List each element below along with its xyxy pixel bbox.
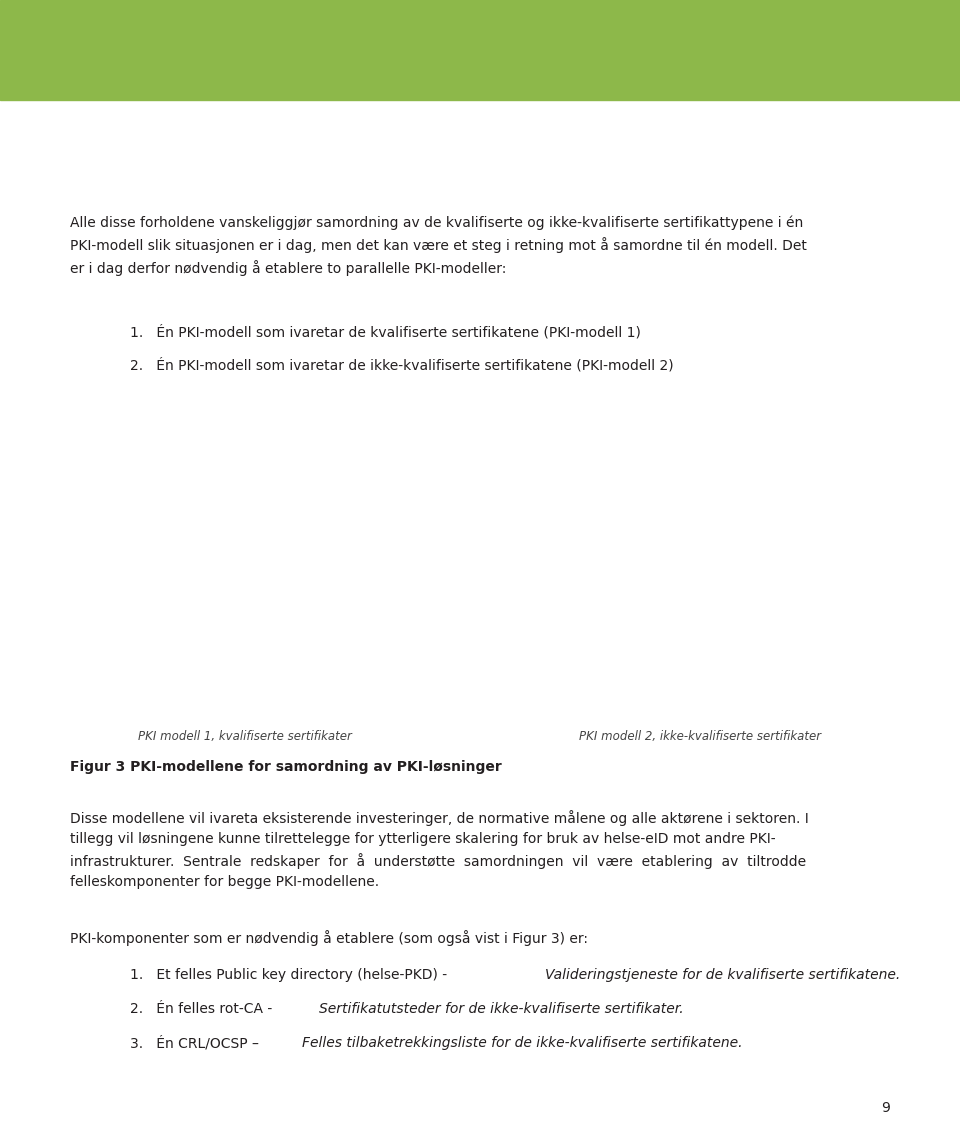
Text: PKI-komponenter som er nødvendig å etablere (som også vist i Figur 3) er:: PKI-komponenter som er nødvendig å etabl… xyxy=(70,931,588,945)
Text: Felles tilbaketrekkingsliste for de ikke-kvalifiserte sertifikatene.: Felles tilbaketrekkingsliste for de ikke… xyxy=(302,1036,742,1050)
Text: 1.   Et felles Public key directory (helse-PKD) -: 1. Et felles Public key directory (helse… xyxy=(130,968,451,982)
Text: 2.   Én felles rot-CA -: 2. Én felles rot-CA - xyxy=(130,1002,276,1017)
Text: Valideringstjeneste for de kvalifiserte sertifikatene.: Valideringstjeneste for de kvalifiserte … xyxy=(545,968,900,982)
Text: 1.   Én PKI-modell som ivaretar de kvalifiserte sertifikatene (PKI-modell 1): 1. Én PKI-modell som ivaretar de kvalifi… xyxy=(130,325,641,339)
Text: Alle disse forholdene vanskeliggjør samordning av de kvalifiserte og ikke-kvalif: Alle disse forholdene vanskeliggjør samo… xyxy=(70,215,806,276)
Text: 9: 9 xyxy=(881,1101,890,1115)
Bar xyxy=(0,0,960,100)
Text: 3.   Én CRL/OCSP –: 3. Én CRL/OCSP – xyxy=(130,1036,263,1051)
Text: Figur 3 PKI-modellene for samordning av PKI-løsninger: Figur 3 PKI-modellene for samordning av … xyxy=(70,760,502,774)
Text: PKI modell 1, kvalifiserte sertifikater: PKI modell 1, kvalifiserte sertifikater xyxy=(138,730,352,743)
Text: Sertifikatutsteder for de ikke-kvalifiserte sertifikater.: Sertifikatutsteder for de ikke-kvalifise… xyxy=(319,1002,684,1017)
Text: PKI modell 2, ikke-kvalifiserte sertifikater: PKI modell 2, ikke-kvalifiserte sertifik… xyxy=(579,730,821,743)
Text: 2.   Én PKI-modell som ivaretar de ikke-kvalifiserte sertifikatene (PKI-modell 2: 2. Én PKI-modell som ivaretar de ikke-kv… xyxy=(130,358,674,372)
Text: Disse modellene vil ivareta eksisterende investeringer, de normative målene og a: Disse modellene vil ivareta eksisterende… xyxy=(70,810,808,889)
